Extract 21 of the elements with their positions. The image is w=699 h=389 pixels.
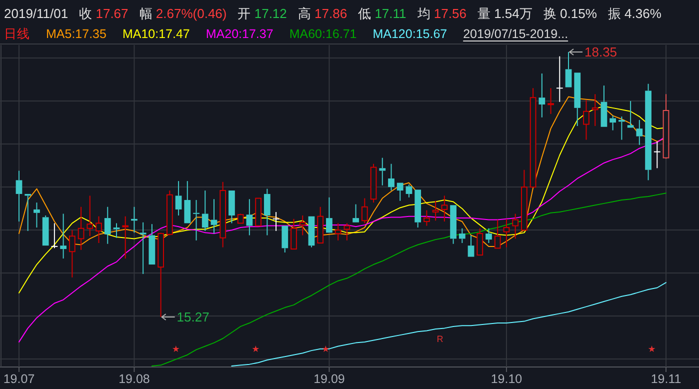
header: 低 17.11 (358, 6, 406, 21)
header: 开 17.12 (238, 6, 287, 21)
header: 量 1.54万 (477, 6, 532, 21)
header: 振 4.36% (608, 6, 662, 21)
header: 幅 2.67%(0.46) (139, 6, 227, 21)
text: R (436, 334, 444, 344)
text: 2019/07/15-2019... (463, 27, 568, 41)
text: MA120:15.67 (372, 27, 448, 41)
text: MA10:17.47 (122, 27, 190, 41)
text: MA20:17.37 (206, 27, 274, 41)
header: 收 17.67 (79, 6, 128, 21)
text: MA5:17.35 (46, 27, 107, 41)
text: 日线 (4, 27, 30, 41)
header: 2019/11/01 (4, 6, 68, 21)
text: ★ (648, 344, 656, 354)
text: ★ (252, 344, 260, 354)
text: ★ (172, 344, 180, 354)
header: 高 17.86 (298, 6, 348, 21)
header: 均 17.56 (417, 6, 466, 21)
header: 换 0.15% (543, 6, 597, 21)
text: MA60:16.71 (289, 27, 357, 41)
